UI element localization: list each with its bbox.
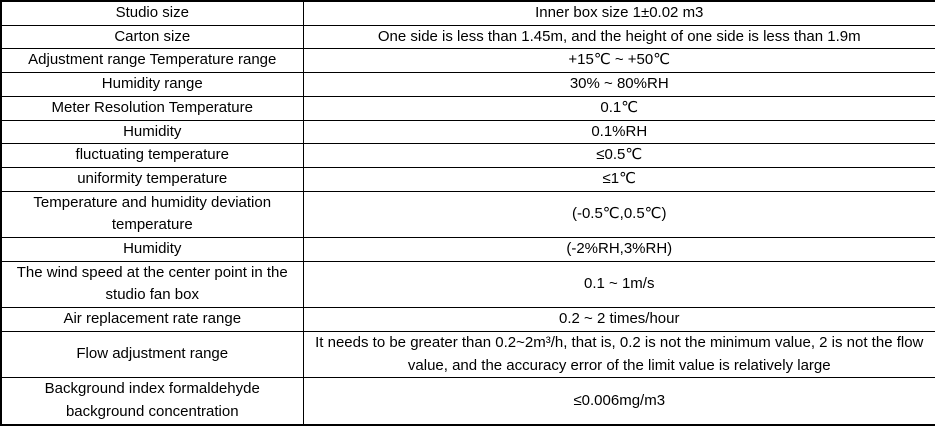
table-row: Humidity 0.1%RH (0, 119, 935, 145)
spec-value: (-2%RH,3%RH) (302, 237, 935, 262)
table-row: Background index formaldehyde background… (0, 377, 935, 426)
spec-value: 0.1 ~ 1m/s (302, 260, 935, 309)
spec-label: Humidity (0, 119, 304, 145)
table-row: fluctuating temperature ≤0.5℃ (0, 143, 935, 168)
spec-label: Studio size (0, 0, 304, 26)
spec-value: ≤1℃ (302, 166, 935, 192)
table-row: Carton size One side is less than 1.45m,… (0, 24, 935, 50)
spec-label: fluctuating temperature (0, 143, 304, 168)
spec-value: Inner box size 1±0.02 m3 (302, 0, 935, 26)
table-row: Humidity (-2%RH,3%RH) (0, 237, 935, 262)
spec-value: ≤0.006mg/m3 (302, 377, 935, 426)
spec-value: One side is less than 1.45m, and the hei… (302, 24, 935, 50)
spec-value: (-0.5℃,0.5℃) (302, 190, 935, 239)
spec-label: Meter Resolution Temperature (0, 95, 304, 121)
table-row: Adjustment range Temperature range +15℃ … (0, 48, 935, 74)
table-row: The wind speed at the center point in th… (0, 260, 935, 309)
spec-value: 0.2 ~ 2 times/hour (302, 307, 935, 332)
spec-label: The wind speed at the center point in th… (0, 260, 304, 309)
spec-label: Flow adjustment range (0, 330, 304, 379)
spec-value: ≤0.5℃ (302, 143, 935, 168)
table-row: Meter Resolution Temperature 0.1℃ (0, 95, 935, 121)
spec-label: Humidity (0, 237, 304, 262)
table-row: Temperature and humidity deviation tempe… (0, 190, 935, 239)
spec-label: uniformity temperature (0, 166, 304, 192)
spec-label: Humidity range (0, 72, 304, 97)
spec-value: It needs to be greater than 0.2~2m³/h, t… (302, 330, 935, 379)
table-row: Humidity range 30% ~ 80%RH (0, 72, 935, 97)
table-row: Studio size Inner box size 1±0.02 m3 (0, 0, 935, 26)
spec-label: Adjustment range Temperature range (0, 48, 304, 74)
spec-label: Background index formaldehyde background… (0, 377, 304, 426)
spec-value: +15℃ ~ +50℃ (302, 48, 935, 74)
table-row: Flow adjustment range It needs to be gre… (0, 330, 935, 379)
spec-label: Temperature and humidity deviation tempe… (0, 190, 304, 239)
spec-value: 0.1℃ (302, 95, 935, 121)
spec-value: 0.1%RH (302, 119, 935, 145)
spec-label: Carton size (0, 24, 304, 50)
table-row: Air replacement rate range 0.2 ~ 2 times… (0, 307, 935, 332)
spec-label: Air replacement rate range (0, 307, 304, 332)
spec-value: 30% ~ 80%RH (302, 72, 935, 97)
table-row: uniformity temperature ≤1℃ (0, 166, 935, 192)
